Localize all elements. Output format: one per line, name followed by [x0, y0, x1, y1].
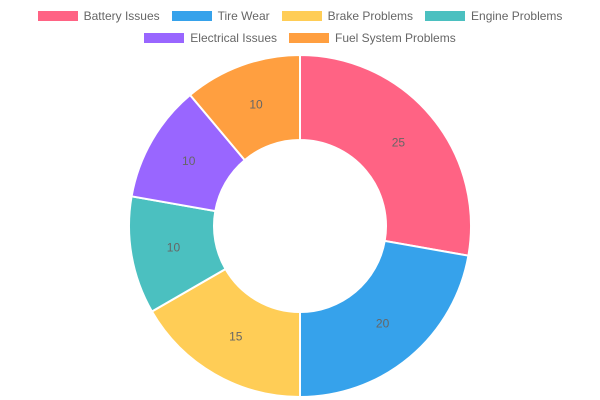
legend-label-engine-problems: Engine Problems: [471, 9, 563, 23]
slice-tire-wear[interactable]: [299, 239, 470, 399]
legend-item-electrical-issues[interactable]: Electrical Issues: [144, 30, 277, 46]
slice-value-label-engine-problems: 10: [167, 240, 181, 254]
legend-label-electrical-issues: Electrical Issues: [190, 31, 277, 45]
slice-battery-issues[interactable]: [299, 53, 472, 257]
legend-item-battery-issues[interactable]: Battery Issues: [37, 8, 160, 24]
legend-swatch-engine-problems: [425, 11, 466, 21]
slice-value-label-tire-wear: 20: [376, 317, 390, 331]
legend-swatch-electrical-issues: [144, 33, 185, 43]
legend-label-fuel-system-problems: Fuel System Problems: [335, 31, 456, 45]
legend-row-2: Electrical Issues Fuel System Problems: [0, 30, 600, 46]
slice-fuel-system-problems[interactable]: [188, 53, 301, 162]
legend-swatch-battery-issues: [37, 11, 78, 21]
slice-value-label-battery-issues: 25: [392, 136, 406, 150]
legend-item-fuel-system-problems[interactable]: Fuel System Problems: [289, 30, 456, 46]
slice-brake-problems[interactable]: [150, 267, 301, 399]
legend-row-1: Battery Issues Tire Wear Brake Problems …: [0, 8, 600, 24]
legend-swatch-fuel-system-problems: [289, 33, 329, 43]
legend-label-brake-problems: Brake Problems: [327, 9, 414, 23]
legend-label-tire-wear: Tire Wear: [217, 9, 270, 23]
legend-item-engine-problems[interactable]: Engine Problems: [425, 8, 562, 24]
legend-item-brake-problems[interactable]: Brake Problems: [281, 8, 414, 24]
legend-item-tire-wear[interactable]: Tire Wear: [171, 8, 270, 24]
slice-value-label-fuel-system-problems: 10: [249, 97, 263, 111]
slice-value-label-brake-problems: 15: [229, 329, 243, 343]
legend-label-battery-issues: Battery Issues: [83, 9, 160, 23]
slice-value-label-electrical-issues: 10: [182, 154, 196, 168]
legend-swatch-tire-wear: [171, 11, 212, 21]
legend-swatch-brake-problems: [281, 11, 322, 21]
